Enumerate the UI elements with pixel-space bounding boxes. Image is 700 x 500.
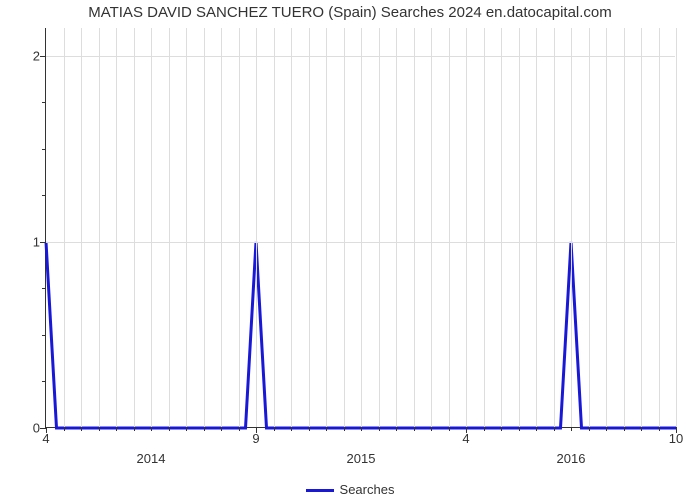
grid-line-vertical [414, 28, 415, 427]
x-minor-tick-mark [484, 427, 485, 431]
x-minor-tick-mark [641, 427, 642, 431]
grid-line-vertical [379, 28, 380, 427]
grid-line-vertical [151, 28, 152, 427]
x-minor-tick-mark [659, 427, 660, 431]
x-minor-tick-mark [624, 427, 625, 431]
grid-line-vertical [466, 28, 467, 427]
grid-line-vertical [344, 28, 345, 427]
y-minor-tick-mark [42, 195, 46, 196]
x-minor-tick-mark [344, 427, 345, 431]
grid-line-horizontal [46, 242, 675, 243]
x-minor-tick-mark [519, 427, 520, 431]
x-minor-tick-mark [309, 427, 310, 431]
x-minor-tick-mark [46, 427, 47, 431]
x-minor-tick-mark [466, 427, 467, 431]
x-minor-tick-mark [449, 427, 450, 431]
x-year-label: 2015 [347, 427, 376, 466]
legend-label: Searches [340, 482, 395, 497]
grid-line-vertical [484, 28, 485, 427]
grid-line-vertical [519, 28, 520, 427]
grid-line-vertical [274, 28, 275, 427]
x-minor-tick-mark [186, 427, 187, 431]
grid-line-vertical [606, 28, 607, 427]
grid-line-vertical [116, 28, 117, 427]
chart-title: MATIAS DAVID SANCHEZ TUERO (Spain) Searc… [0, 4, 700, 21]
legend-swatch [306, 489, 334, 492]
x-minor-tick-mark [291, 427, 292, 431]
y-minor-tick-mark [42, 102, 46, 103]
x-minor-tick-mark [239, 427, 240, 431]
grid-line-vertical [659, 28, 660, 427]
x-minor-tick-mark [64, 427, 65, 431]
grid-line-vertical [501, 28, 502, 427]
grid-line-vertical [221, 28, 222, 427]
y-minor-tick-mark [42, 149, 46, 150]
x-minor-tick-mark [606, 427, 607, 431]
x-minor-tick-mark [501, 427, 502, 431]
x-year-label: 2016 [557, 427, 586, 466]
y-tick-mark [40, 56, 46, 57]
x-year-label: 2014 [137, 427, 166, 466]
grid-line-vertical [624, 28, 625, 427]
grid-line-vertical [326, 28, 327, 427]
x-minor-tick-mark [116, 427, 117, 431]
x-minor-tick-mark [676, 427, 677, 431]
grid-line-vertical [64, 28, 65, 427]
x-minor-tick-mark [81, 427, 82, 431]
grid-line-vertical [81, 28, 82, 427]
x-minor-tick-mark [99, 427, 100, 431]
grid-line-horizontal [46, 56, 675, 57]
y-minor-tick-mark [42, 288, 46, 289]
grid-line-vertical [134, 28, 135, 427]
x-minor-tick-mark [414, 427, 415, 431]
grid-line-vertical [361, 28, 362, 427]
x-minor-tick-mark [326, 427, 327, 431]
x-minor-tick-mark [536, 427, 537, 431]
grid-line-vertical [641, 28, 642, 427]
grid-line-vertical [239, 28, 240, 427]
grid-line-vertical [449, 28, 450, 427]
grid-line-vertical [571, 28, 572, 427]
grid-line-vertical [291, 28, 292, 427]
grid-line-vertical [309, 28, 310, 427]
grid-line-vertical [99, 28, 100, 427]
x-minor-tick-mark [554, 427, 555, 431]
grid-line-vertical [169, 28, 170, 427]
legend: Searches [0, 482, 700, 497]
x-minor-tick-mark [396, 427, 397, 431]
grid-line-vertical [589, 28, 590, 427]
plot-area: 01249410201420152016 [45, 28, 675, 428]
y-tick-mark [40, 242, 46, 243]
x-minor-tick-mark [431, 427, 432, 431]
x-minor-tick-mark [589, 427, 590, 431]
grid-line-vertical [396, 28, 397, 427]
grid-line-vertical [256, 28, 257, 427]
grid-line-vertical [554, 28, 555, 427]
y-minor-tick-mark [42, 381, 46, 382]
x-minor-tick-mark [204, 427, 205, 431]
grid-line-vertical [431, 28, 432, 427]
y-minor-tick-mark [42, 335, 46, 336]
x-minor-tick-mark [274, 427, 275, 431]
grid-line-vertical [186, 28, 187, 427]
x-minor-tick-mark [256, 427, 257, 431]
grid-line-vertical [536, 28, 537, 427]
grid-line-vertical [204, 28, 205, 427]
x-minor-tick-mark [169, 427, 170, 431]
x-minor-tick-mark [379, 427, 380, 431]
x-minor-tick-mark [221, 427, 222, 431]
x-minor-tick-mark [134, 427, 135, 431]
grid-line-vertical [676, 28, 677, 427]
